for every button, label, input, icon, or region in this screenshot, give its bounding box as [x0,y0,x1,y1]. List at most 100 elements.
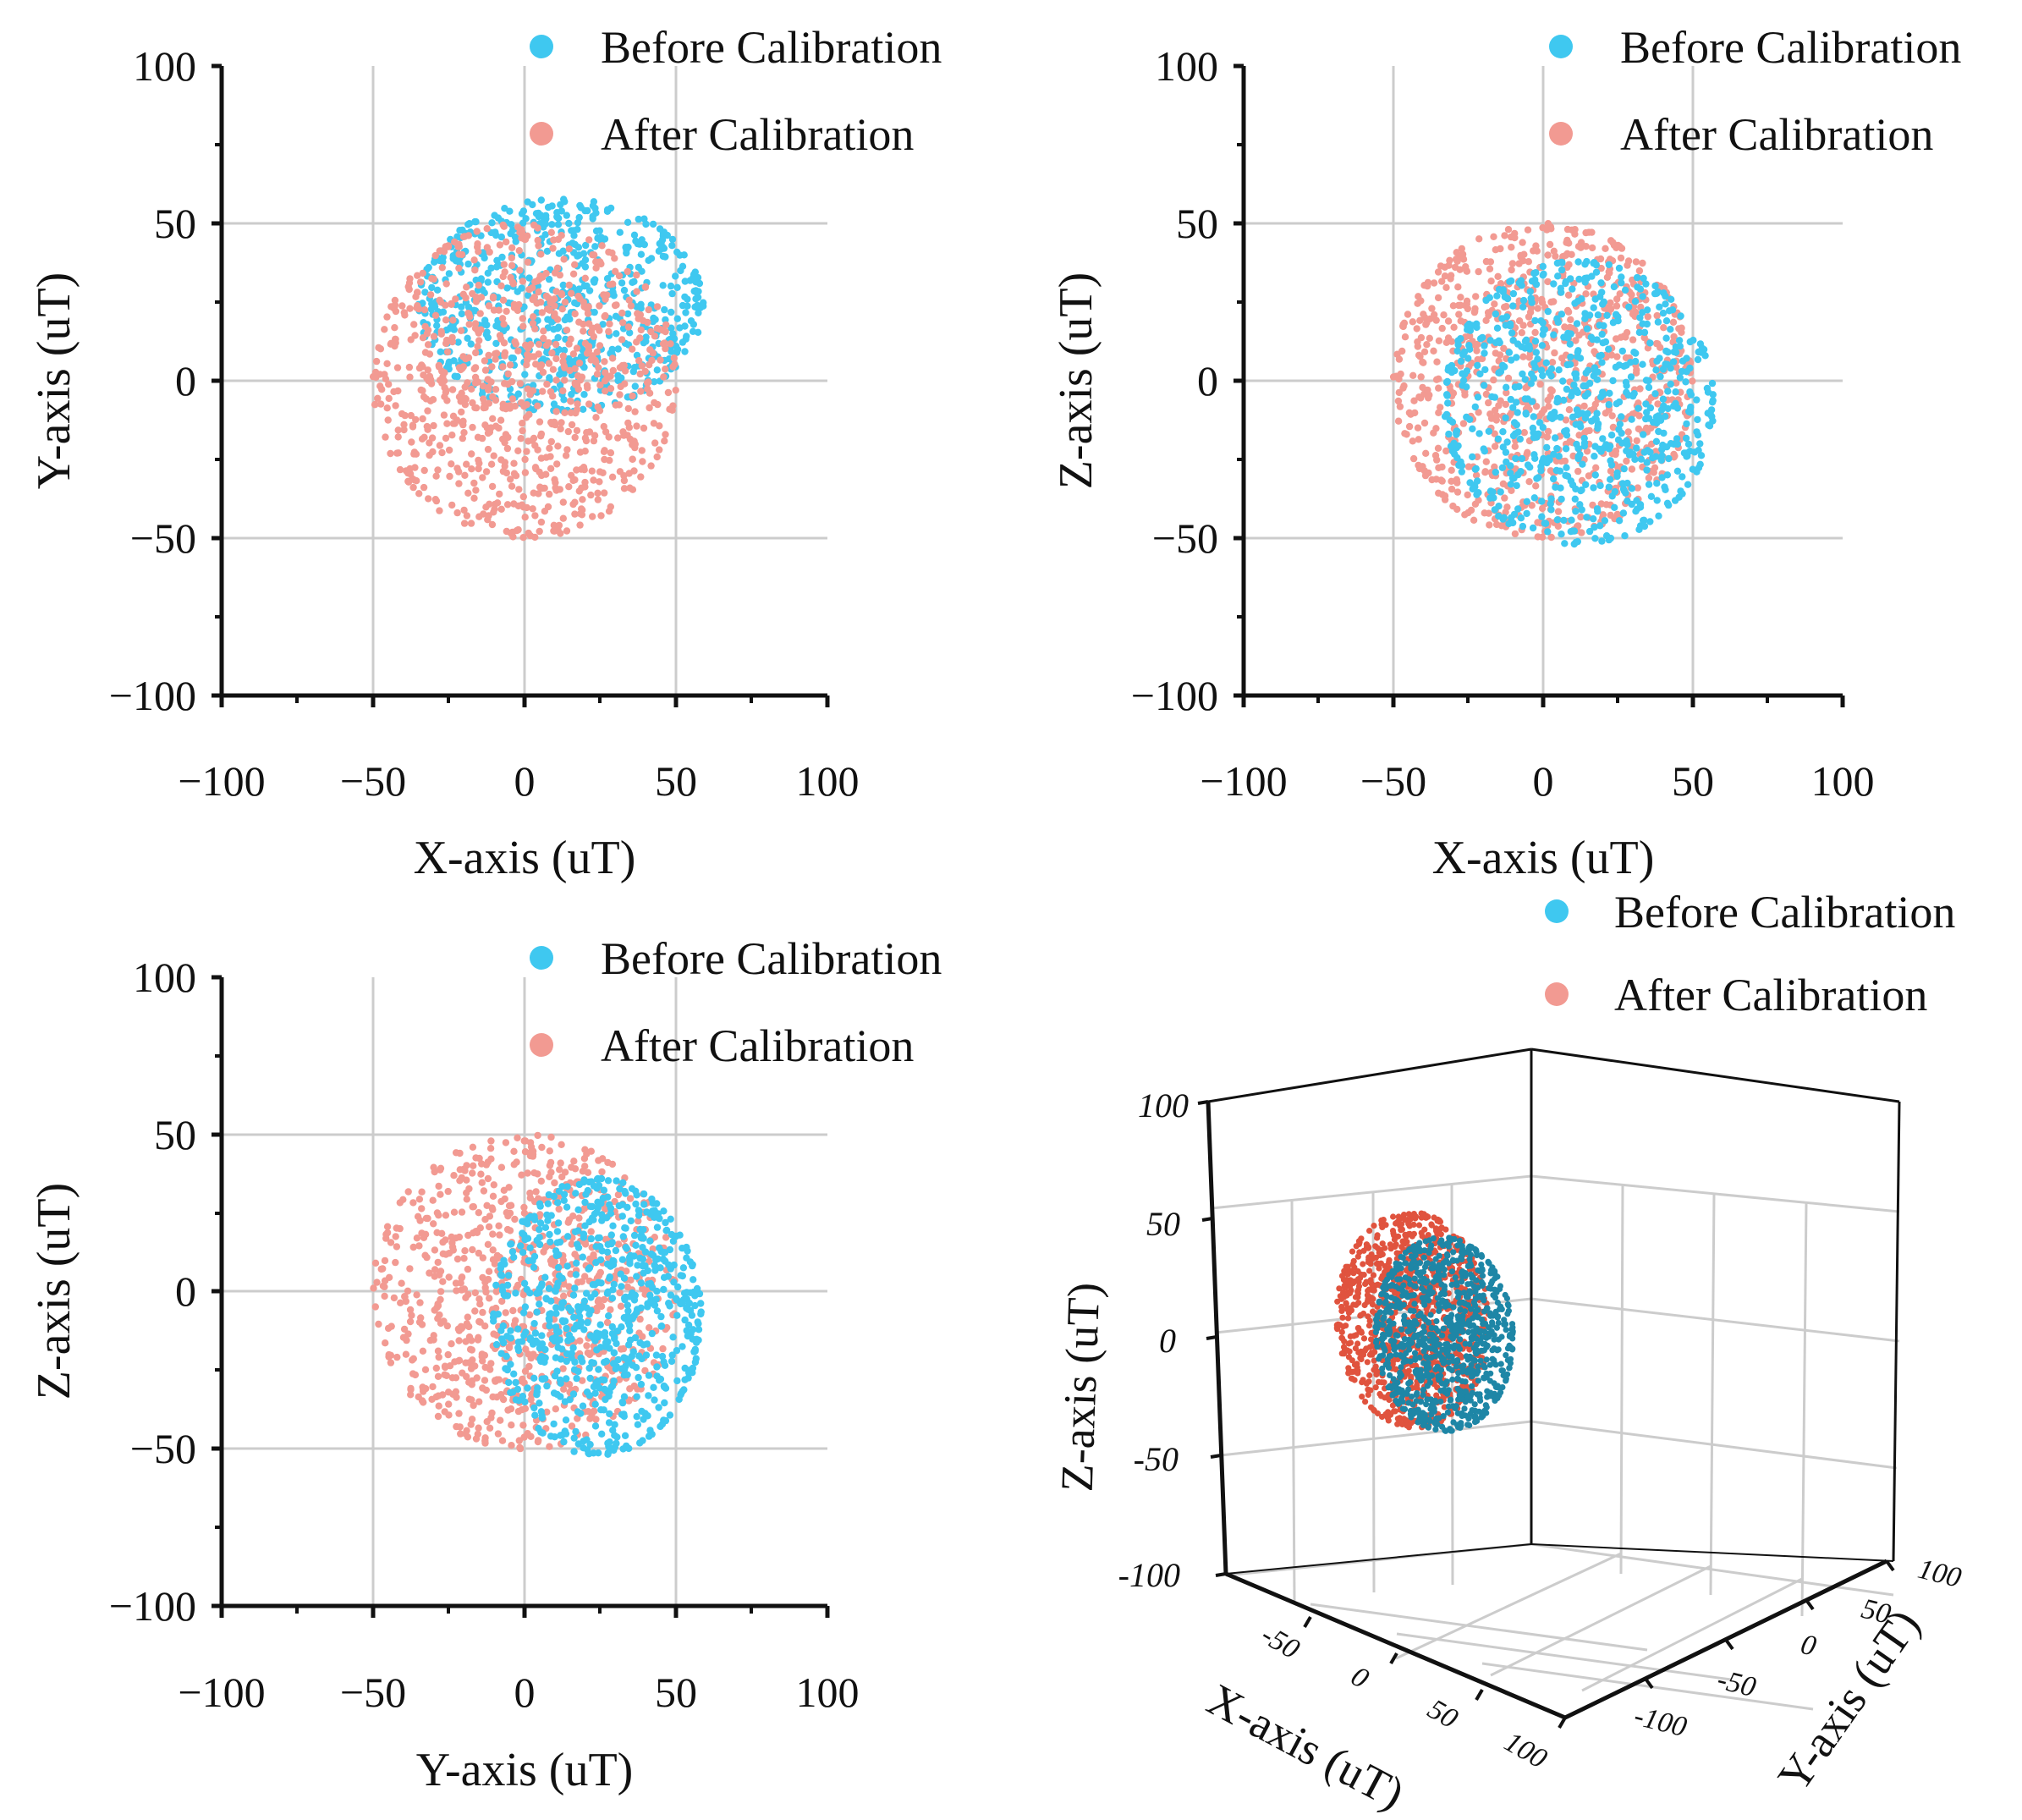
data-point [1709,417,1717,425]
data-point [569,1291,578,1299]
data-point [418,1321,426,1328]
data-point [449,316,457,324]
data-point [1496,338,1503,347]
data-point [618,279,626,287]
data-point [626,1260,634,1267]
data-point [412,415,420,424]
data-point [538,309,546,316]
data-point [556,1238,564,1246]
data-point [1445,430,1453,438]
data-point [1649,454,1657,462]
data-point [560,197,569,206]
data-point [1594,368,1602,376]
data-point [530,1169,538,1177]
data-point [620,476,629,485]
data-point [391,324,398,332]
data-point [424,326,432,334]
data-point [1591,524,1598,531]
data-point [623,1245,630,1252]
data-point [519,1249,527,1256]
data-point [621,380,629,388]
data-point [480,1187,488,1195]
data-point [487,1137,495,1145]
legend-marker-before [1549,35,1573,58]
data-point [455,250,463,258]
data-point [1475,267,1482,276]
data-point [591,243,599,250]
x-tick-label: −100 [178,757,265,805]
data-point [552,421,559,429]
data-point [1574,349,1582,356]
data-point [536,1202,544,1210]
data-point [1510,510,1519,519]
data-point [1394,417,1403,425]
legend-label-before: Before Calibration [601,22,942,73]
data-point [488,219,496,227]
data-point [506,1209,514,1218]
data-point [637,1380,646,1388]
x-tick-label: 50 [655,1669,697,1716]
x-tick-label: 0 [1533,757,1554,805]
data-point [682,309,690,316]
data-point [1419,358,1426,366]
data-point [484,269,492,277]
data-point [398,302,406,310]
data-point [1420,348,1429,355]
data-point [469,1143,477,1152]
data-point [502,1309,509,1317]
data-point [486,1295,493,1302]
data-point [1639,320,1646,327]
data-point [421,349,430,356]
data-point [464,221,472,228]
data-point [1508,356,1515,364]
data-point [1508,474,1517,482]
data-point [587,491,595,499]
data-point [1493,324,1502,332]
data-point [500,339,508,347]
data-point [531,1411,539,1419]
data-point [470,479,478,487]
data-point [536,276,543,283]
data-point [479,474,486,481]
data-point [653,1223,662,1231]
data-point [581,1163,589,1170]
data-point [1471,500,1480,508]
data-point [409,1356,416,1364]
data-point [630,278,638,285]
data-point [617,1302,625,1311]
data-point [1437,262,1445,270]
data-point [618,1256,627,1263]
data-point [651,378,658,386]
data-point [1627,373,1635,381]
data-point [445,1400,453,1408]
data-point [580,1230,588,1238]
data-point [1519,353,1527,360]
data-point [591,1400,599,1408]
data-point [585,1311,593,1318]
data-point [469,289,476,298]
legend: Before Calibration After Calibration [1545,887,1955,1020]
data-point [1558,266,1566,274]
data-point [1581,392,1590,400]
data-point [1606,389,1613,397]
data-point [484,429,492,437]
data-point [1500,344,1508,352]
data-point [1492,468,1500,476]
data-point [602,1395,609,1404]
data-point [554,1344,562,1351]
data-point [490,452,497,459]
data-point [1662,360,1669,368]
data-point [602,1214,611,1222]
data-point [512,238,519,245]
data-point [489,415,497,422]
data-point [1643,306,1651,314]
data-point [1474,361,1481,370]
data-point [604,1240,612,1249]
data-point [546,490,553,498]
data-point [573,405,581,414]
data-point [1543,226,1551,234]
data-point [497,233,505,241]
data-point [586,1202,595,1211]
data-point [554,235,563,244]
data-point [541,1273,549,1281]
